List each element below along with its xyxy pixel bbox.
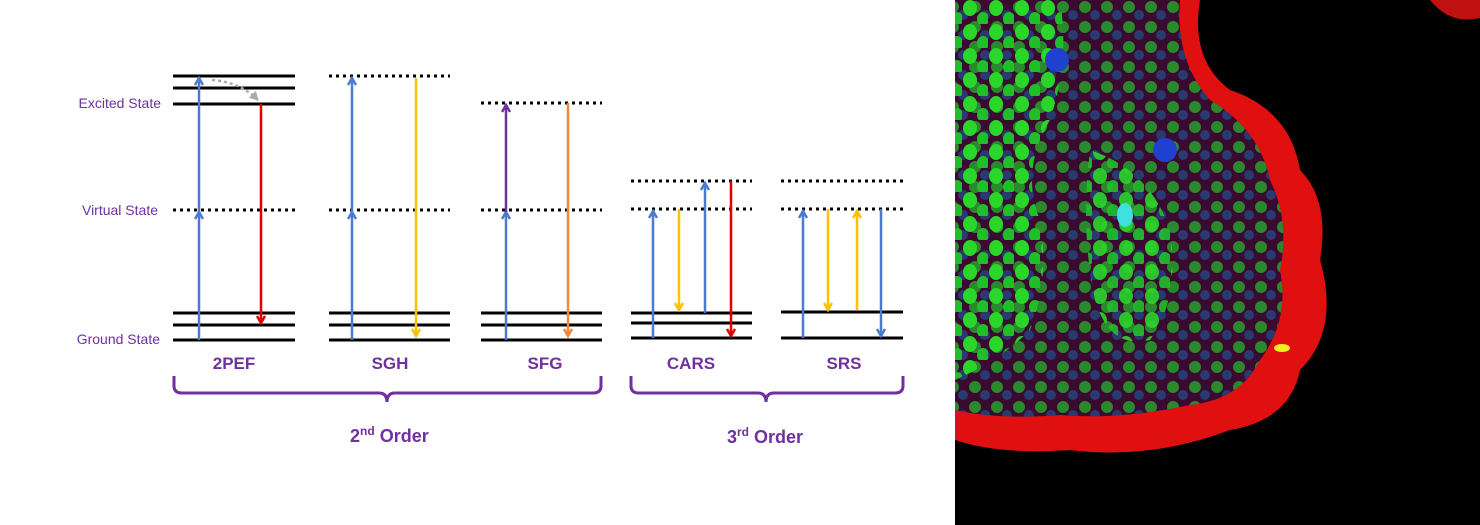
process-label: SFG — [528, 354, 563, 373]
order-number: 2 — [350, 426, 360, 446]
order-word: Order — [754, 427, 803, 447]
order-label: 2nd Order — [350, 424, 429, 446]
process-label: SRS — [827, 354, 862, 373]
level-label: Ground State — [77, 331, 160, 347]
level-label: Excited State — [79, 95, 162, 111]
process-label: 2PEF — [213, 354, 256, 373]
order-label: 3rd Order — [727, 425, 803, 447]
order-suffix: rd — [737, 425, 749, 439]
brackets — [172, 376, 905, 403]
energy-levels — [173, 74, 903, 342]
microscopy-image — [955, 0, 1480, 525]
level-label: Virtual State — [82, 202, 158, 218]
order-word: Order — [380, 426, 429, 446]
process-label: CARS — [667, 354, 715, 373]
order-number: 3 — [727, 427, 737, 447]
order-suffix: nd — [360, 424, 375, 438]
process-label: SGH — [372, 354, 409, 373]
transitions — [199, 78, 881, 340]
